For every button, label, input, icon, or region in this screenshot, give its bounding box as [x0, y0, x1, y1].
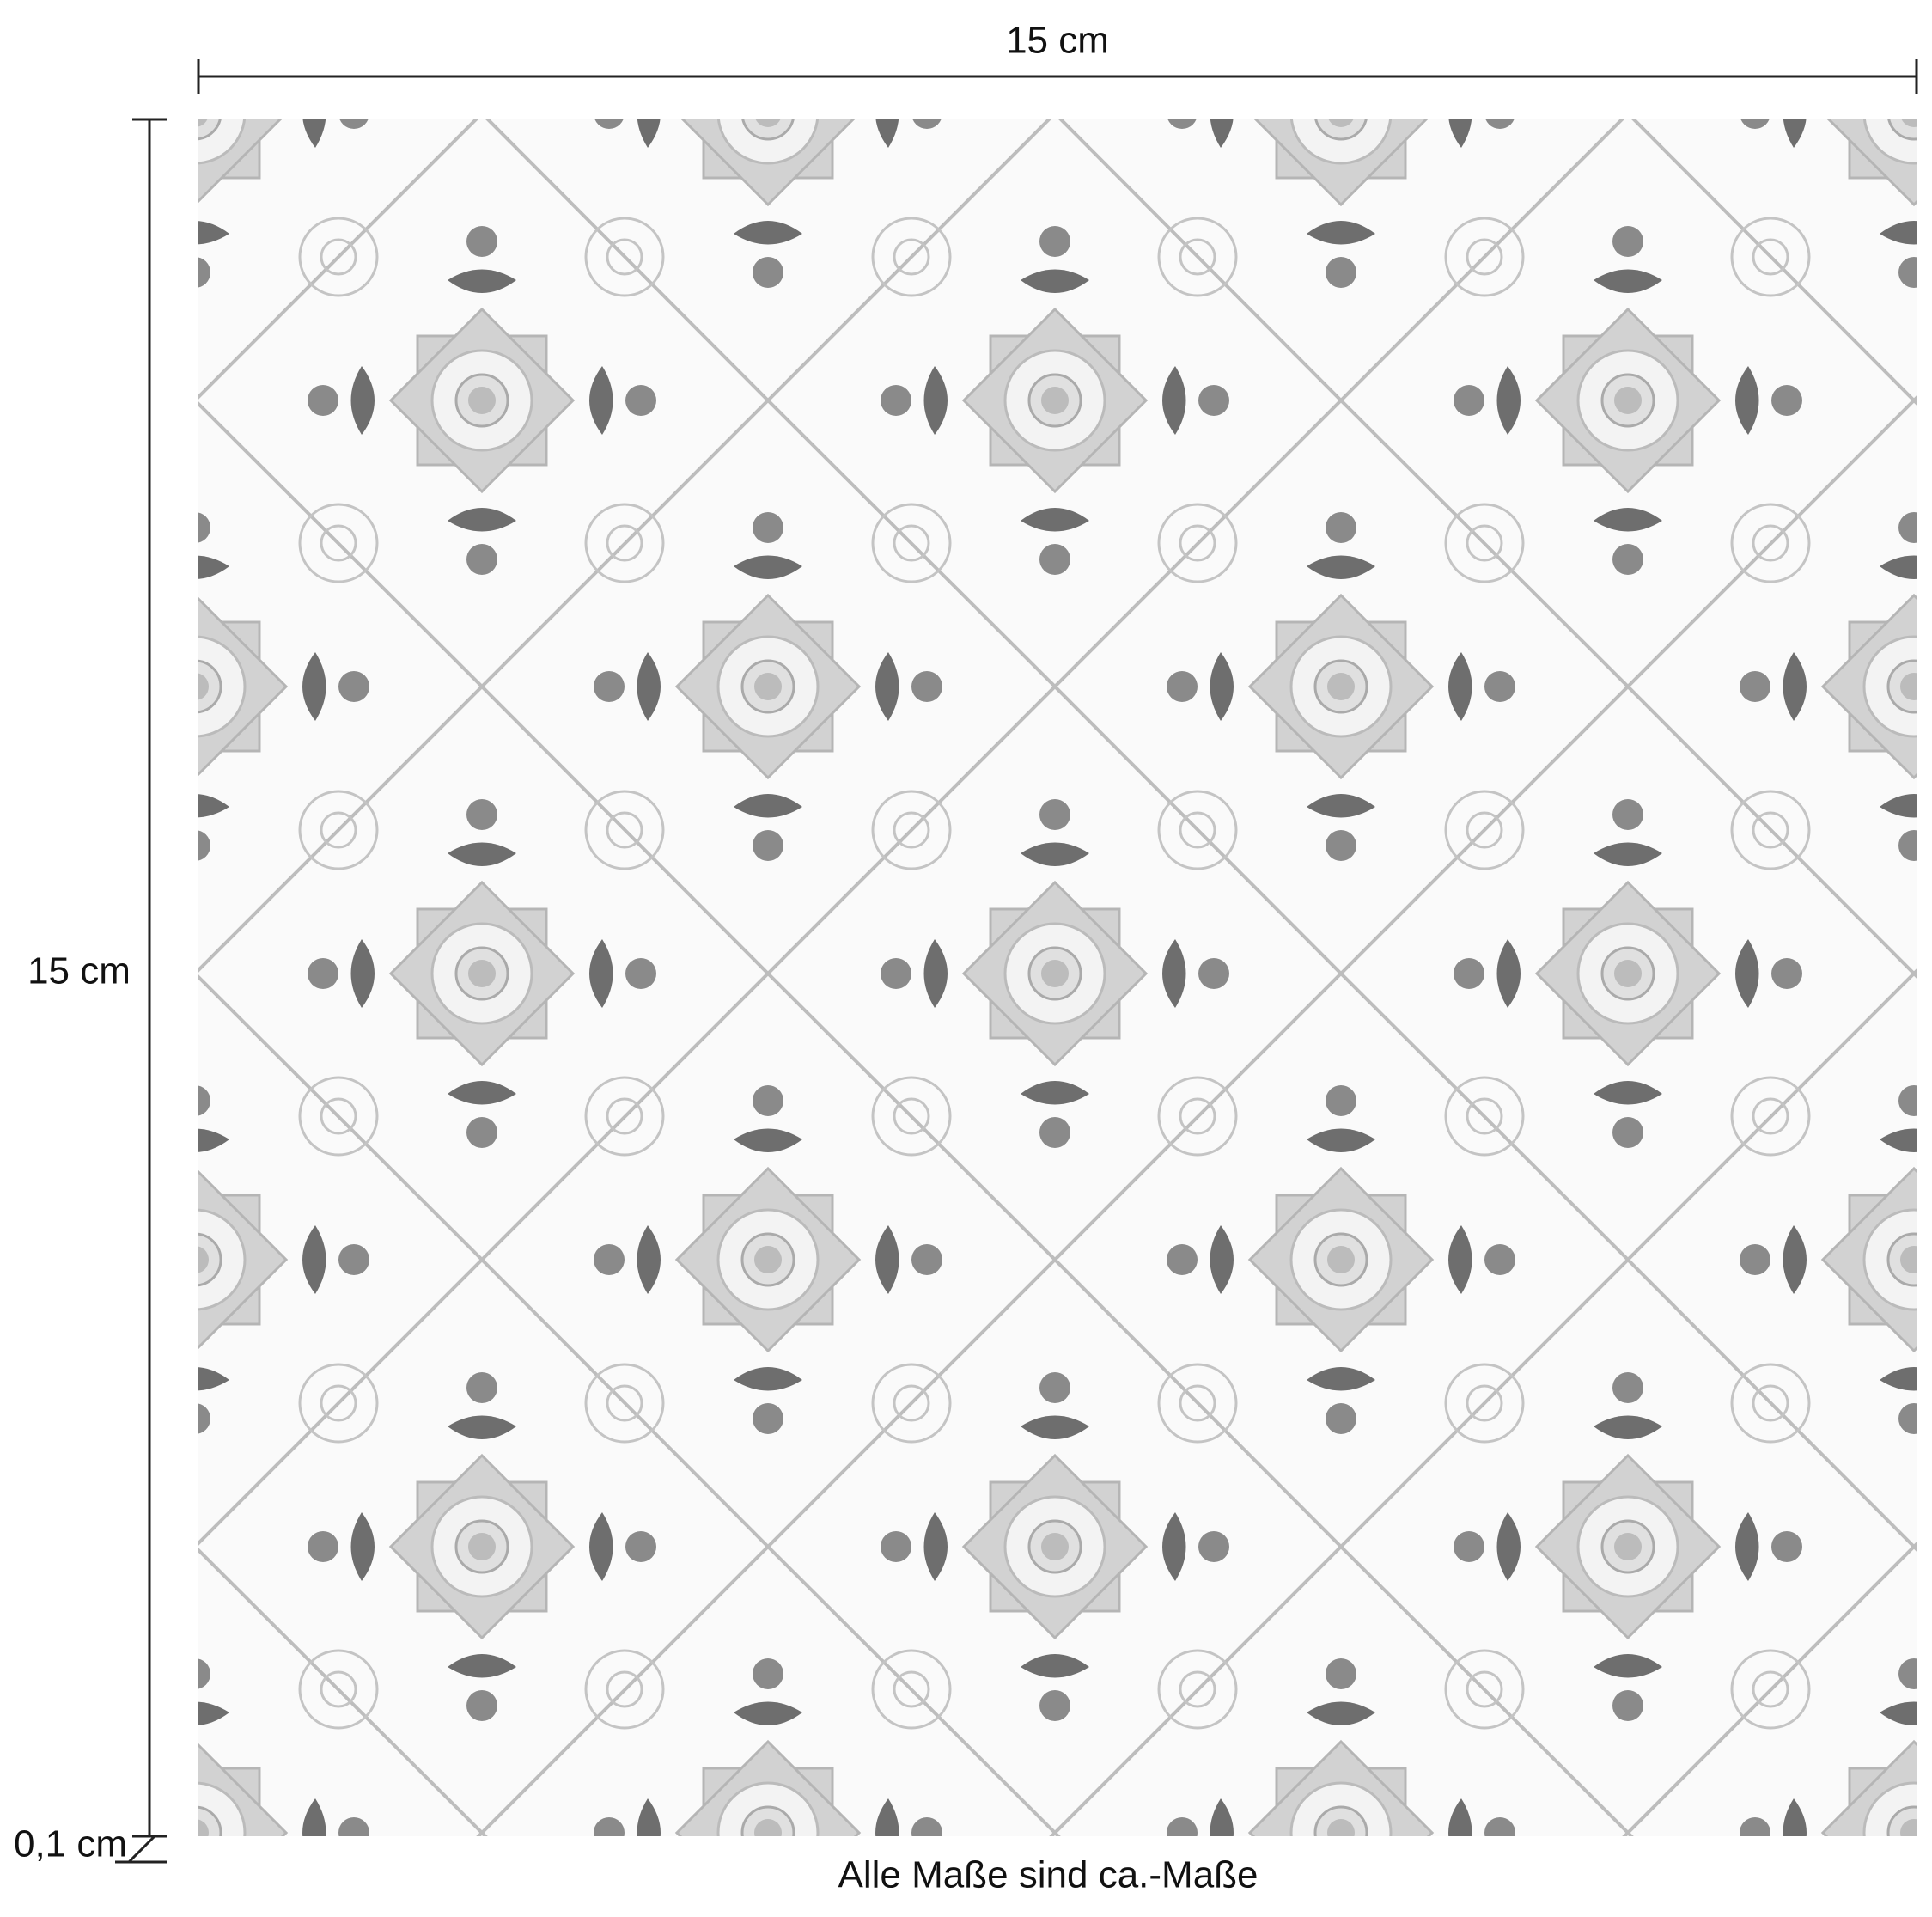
- width-label: 15 cm: [1006, 20, 1109, 62]
- tile-pattern: [198, 119, 1917, 1836]
- height-dimension-line: [115, 118, 167, 1864]
- note: Alle Maße sind ca.-Maße: [838, 1854, 1258, 1896]
- height-label: 15 cm: [27, 950, 131, 992]
- thickness-label: 0,1 cm: [14, 1823, 127, 1865]
- width-dimension-line: [197, 59, 1918, 94]
